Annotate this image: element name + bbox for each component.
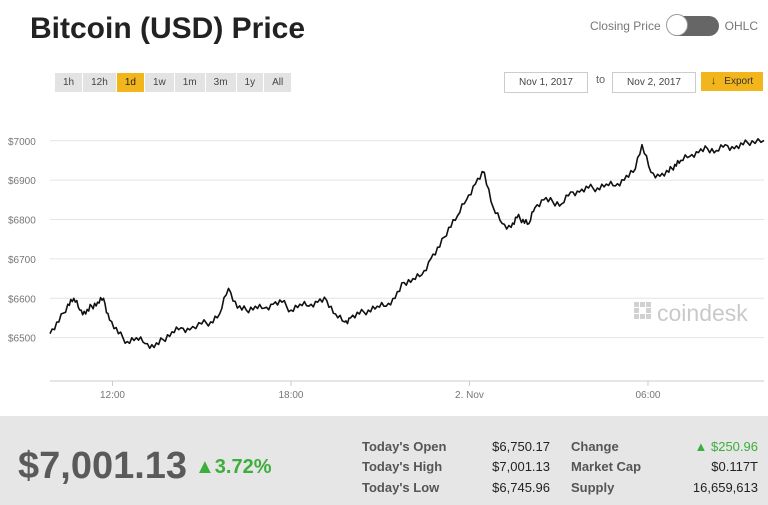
price-summary-footer: $7,001.13 ▲3.72% Today's Open $6,750.17 … bbox=[0, 416, 768, 505]
page-title: Bitcoin (USD) Price bbox=[30, 12, 306, 45]
stat-value-market-cap: $0.117T bbox=[711, 459, 758, 474]
stat-value-supply: 16,659,613 bbox=[692, 480, 758, 495]
stat-label-supply: Supply bbox=[571, 480, 615, 495]
stat-value-low: $6,745.96 bbox=[492, 480, 550, 495]
range-selector: 1h 12h 1d 1w 1m 3m 1y All bbox=[55, 73, 293, 92]
coindesk-watermark: coindesk bbox=[634, 300, 748, 326]
coindesk-logo-icon bbox=[634, 302, 651, 319]
x-tick-label: 06:00 bbox=[635, 390, 660, 401]
download-arrow-icon: ↓ bbox=[710, 75, 717, 87]
price-mode-toggle[interactable] bbox=[665, 14, 719, 36]
from-date-input[interactable]: Nov 1, 2017 bbox=[504, 72, 588, 93]
y-tick-label: $7000 bbox=[8, 137, 36, 148]
range-button-1y[interactable]: 1y bbox=[236, 73, 265, 92]
stat-value-change: ▲ $250.96 bbox=[694, 439, 758, 454]
price-series-line bbox=[49, 138, 765, 350]
y-tick-label: $6500 bbox=[8, 334, 36, 345]
toggle-knob[interactable] bbox=[665, 14, 688, 36]
y-axis-ticks: $7000 $6900 $6800 $6700 $6600 $6500 bbox=[8, 137, 36, 345]
x-tick-label: 12:00 bbox=[100, 390, 125, 401]
range-button-1w[interactable]: 1w bbox=[144, 73, 175, 92]
export-button[interactable]: ↓ Export bbox=[701, 72, 763, 91]
stat-label-low: Today's Low bbox=[362, 480, 440, 495]
change-percent: ▲3.72% bbox=[195, 456, 272, 478]
y-tick-label: $6800 bbox=[8, 216, 36, 227]
stat-value-high: $7,001.13 bbox=[492, 459, 550, 474]
range-button-1m[interactable]: 1m bbox=[174, 73, 206, 92]
stat-label-change: Change bbox=[571, 439, 619, 454]
to-date-input[interactable]: Nov 2, 2017 bbox=[612, 72, 696, 93]
price-chart[interactable]: $7000 $6900 $6800 $6700 $6600 $6500 12:00 18:0… bbox=[0, 125, 768, 415]
chart-grid bbox=[50, 140, 764, 382]
export-label: Export bbox=[724, 76, 754, 87]
x-tick-label: 18:00 bbox=[278, 390, 303, 401]
stat-label-market-cap: Market Cap bbox=[571, 459, 642, 474]
range-button-1h[interactable]: 1h bbox=[55, 73, 84, 92]
date-to-label: to bbox=[596, 74, 606, 86]
toggle-label-ohlc: OHLC bbox=[724, 19, 758, 33]
x-axis-ticks: 12:00 18:00 2. Nov 06:00 bbox=[100, 381, 661, 401]
range-button-12h[interactable]: 12h bbox=[83, 73, 117, 92]
range-button-all[interactable]: All bbox=[264, 73, 293, 92]
stat-value-open: $6,750.17 bbox=[492, 439, 550, 454]
watermark-text: coindesk bbox=[657, 300, 748, 326]
toggle-label-closing: Closing Price bbox=[589, 19, 661, 33]
y-tick-label: $6700 bbox=[8, 255, 36, 266]
range-button-3m[interactable]: 3m bbox=[205, 73, 237, 92]
x-tick-label: 2. Nov bbox=[455, 390, 484, 401]
price-mode-toggle-group: Closing Price OHLC bbox=[589, 14, 758, 36]
stat-label-high: Today's High bbox=[362, 459, 443, 474]
y-tick-label: $6900 bbox=[8, 176, 36, 187]
y-tick-label: $6600 bbox=[8, 294, 36, 305]
stat-label-open: Today's Open bbox=[362, 439, 447, 454]
range-button-1d[interactable]: 1d bbox=[116, 73, 145, 92]
current-price: $7,001.13 bbox=[18, 445, 188, 487]
